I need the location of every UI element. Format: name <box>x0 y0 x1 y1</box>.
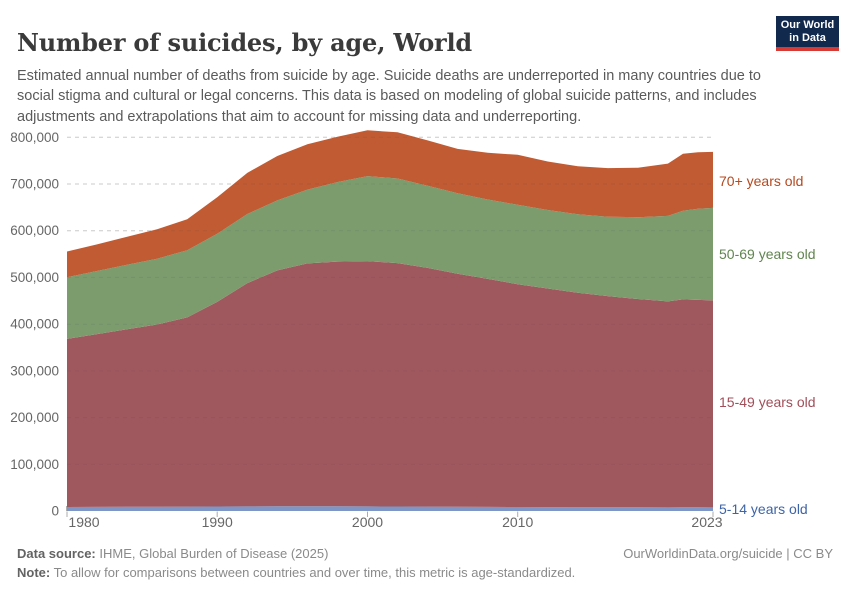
y-tick-label: 300,000 <box>10 363 59 378</box>
data-source-value: IHME, Global Burden of Disease (2025) <box>95 546 329 561</box>
chart-area: 0 100,000 200,000 300,000 400,000 500,000 600,… <box>0 120 850 538</box>
area-bands[interactable] <box>67 130 713 511</box>
owid-logo-red-bar <box>776 47 839 51</box>
x-tick-label: 2023 <box>691 514 722 530</box>
y-axis: 0 100,000 200,000 300,000 400,000 500,000 600,… <box>10 130 67 519</box>
data-source-line: Data source: IHME, Global Burden of Dise… <box>17 545 328 564</box>
area-70+-years-old[interactable] <box>67 130 713 278</box>
credit-link[interactable]: OurWorldinData.org/suicide | CC BY <box>623 546 833 561</box>
series-label-70+-years-old: 70+ years old <box>719 173 804 189</box>
y-tick-label: 500,000 <box>10 270 59 285</box>
y-tick-label: 800,000 <box>10 130 59 145</box>
series-label-5-14-years-old: 5-14 years old <box>719 501 808 517</box>
owid-logo-box: Our World in Data <box>776 16 839 47</box>
y-tick-label: 700,000 <box>10 177 59 192</box>
series-label-15-49-years-old: 15-49 years old <box>719 394 816 410</box>
x-tick-label: 1990 <box>202 514 233 530</box>
owid-logo-line2: in Data <box>789 31 826 44</box>
y-tick-label: 0 <box>51 504 59 519</box>
series-label-50-69-years-old: 50-69 years old <box>719 246 816 262</box>
note-label: Note: <box>17 564 51 580</box>
area-50-69-years-old[interactable] <box>67 176 713 339</box>
y-tick-label: 200,000 <box>10 410 59 425</box>
area-15-49-years-old[interactable] <box>67 261 713 508</box>
y-tick-label: 600,000 <box>10 223 59 238</box>
owid-logo-line1: Our World <box>780 18 835 31</box>
data-source-label: Data source: <box>17 546 96 561</box>
page-title: Number of suicides, by age, World <box>17 28 472 58</box>
note-value: To allow for comparisons between countri… <box>50 564 576 580</box>
chart-footer: Data source: IHME, Global Burden of Dise… <box>17 545 833 583</box>
stacked-area-chart[interactable]: 0 100,000 200,000 300,000 400,000 500,000 600,… <box>0 120 850 538</box>
y-tick-label: 400,000 <box>10 317 59 332</box>
y-tick-label: 100,000 <box>10 457 59 472</box>
owid-logo[interactable]: Our World in Data <box>776 16 839 51</box>
x-tick-label: 1980 <box>68 514 99 530</box>
x-tick-label: 2000 <box>352 514 383 530</box>
area-5-14-years-old[interactable] <box>67 506 713 511</box>
gridlines-over <box>67 136 713 465</box>
chart-subtitle: Estimated annual number of deaths from s… <box>17 67 761 125</box>
x-axis: 1980 1990 2000 2010 2023 <box>66 511 723 530</box>
x-tick-label: 2010 <box>502 514 533 530</box>
